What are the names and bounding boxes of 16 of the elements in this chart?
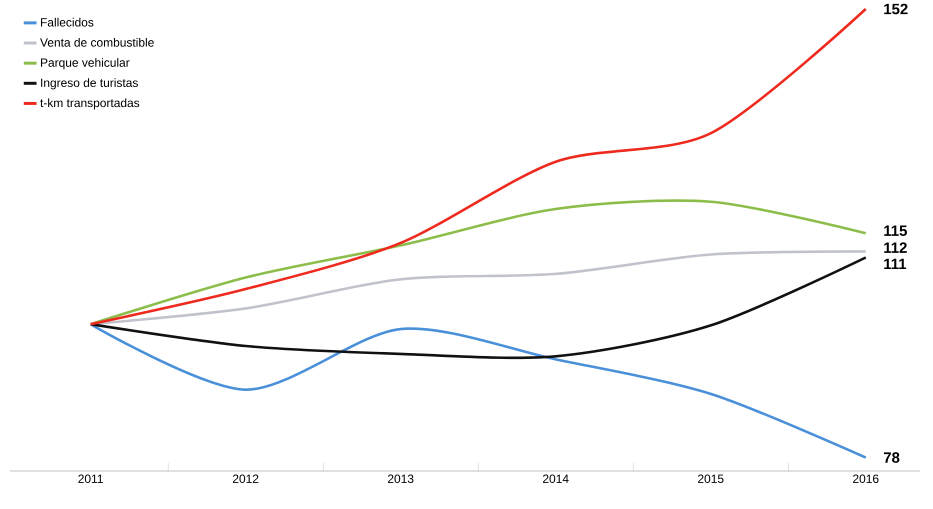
legend-label: Parque vehicular xyxy=(41,58,130,70)
x-tick-label: 2012 xyxy=(232,474,258,483)
data-label: 78 xyxy=(884,452,900,463)
data-label: 152 xyxy=(884,4,908,14)
data-label: 112 xyxy=(884,242,907,253)
legend-label: Ingreso de turistas xyxy=(41,78,138,90)
legend-label: Fallecidos xyxy=(41,18,94,27)
data-label: 111 xyxy=(884,258,906,270)
legend-label: t-km transportadas xyxy=(40,98,140,110)
data-label: 115 xyxy=(884,226,907,236)
x-tick-label: 2013 xyxy=(388,474,414,483)
x-tick-label: 2011 xyxy=(78,474,103,483)
x-tick-label: 2015 xyxy=(698,474,724,483)
x-tick-label: 2016 xyxy=(853,474,879,483)
legend-label: Venta de combustible xyxy=(40,38,154,47)
x-tick-label: 2014 xyxy=(542,474,569,483)
